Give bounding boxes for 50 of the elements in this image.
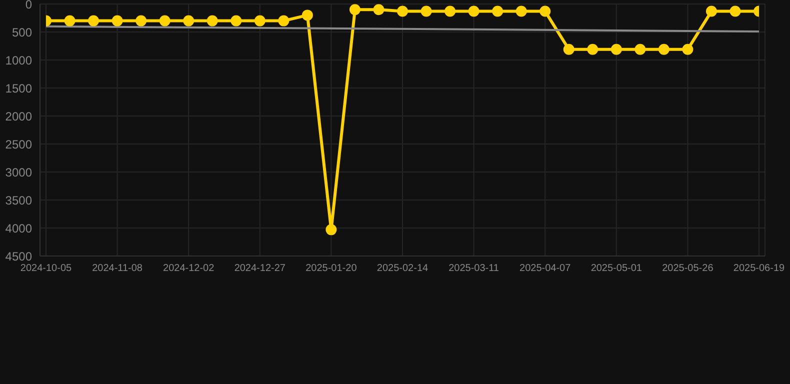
y-tick-label: 2000 [5,109,32,124]
y-tick-label: 2500 [5,137,32,152]
point [159,15,170,26]
x-tick-label: 2024-10-05 [20,263,72,274]
point [64,15,76,26]
point [682,44,694,55]
y-tick-label: 1500 [5,81,32,96]
x-tick-label: 2025-05-01 [590,263,642,274]
point [206,15,218,26]
x-tick-label: 2025-03-11 [448,263,500,274]
x-tick-label: 2025-04-07 [520,263,572,274]
point [730,6,741,17]
x-tick-label: 2024-11-08 [92,263,143,274]
point [254,15,266,26]
point [634,44,646,55]
point [112,15,123,26]
x-tick-label: 2025-02-14 [376,263,429,274]
point [278,15,290,26]
point [230,15,242,26]
y-tick-label: 3000 [5,165,32,180]
y-tick-label: 4000 [5,221,32,236]
point [587,44,598,55]
point [516,6,527,17]
point [397,6,408,17]
y-tick-label: 3500 [5,193,32,208]
point [420,6,432,17]
point [610,44,622,55]
x-tick-label: 2025-05-26 [662,263,714,274]
point [563,44,574,55]
point [706,6,717,17]
point [468,6,480,17]
point [302,10,313,21]
y-tick-label: 500 [12,25,32,40]
x-tick-label: 2024-12-02 [163,263,215,274]
point [88,15,100,26]
point [183,15,194,26]
point [540,6,551,17]
point [658,44,670,55]
y-tick-label: 4500 [5,249,32,264]
point [373,4,384,16]
x-tick-label: 2025-06-19 [733,263,786,274]
point [326,224,337,236]
point [136,15,147,26]
y-tick-label: 0 [25,0,32,12]
point [444,6,456,17]
y-tick-label: 1000 [5,53,32,68]
x-tick-label: 2025-01-20 [306,263,358,274]
point [492,6,504,17]
point [349,4,360,16]
x-tick-label: 2024-12-27 [234,263,286,274]
